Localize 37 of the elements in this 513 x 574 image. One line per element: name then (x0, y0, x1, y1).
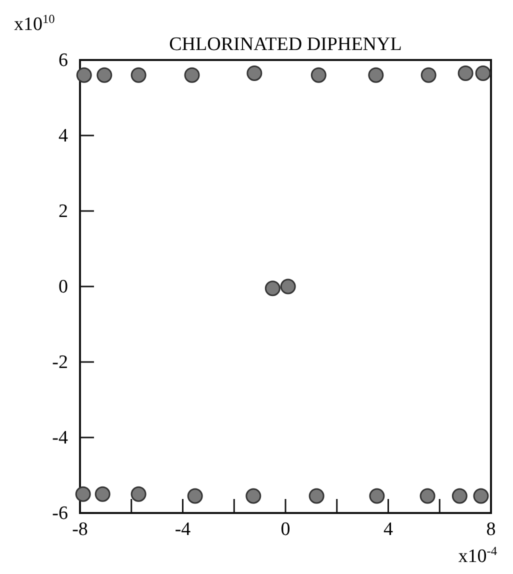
point (420, 488, 436, 504)
point (246, 488, 262, 504)
point (308, 488, 324, 504)
point (264, 280, 280, 296)
text: x10$^{10}$ (14, 12, 55, 35)
x-tick-label: 0 (280, 519, 290, 540)
x-tick-label: 4 (384, 519, 394, 540)
y-tick-label: -4 (52, 428, 68, 448)
point (420, 67, 436, 83)
x-tick-label: 8 (486, 519, 496, 540)
point (130, 486, 146, 502)
point (310, 67, 326, 83)
point (369, 488, 385, 504)
y-tick-label: 4 (58, 126, 68, 146)
point (280, 278, 296, 294)
chart-title: CHLORINATED DIPHENYL (169, 34, 402, 55)
point (368, 67, 384, 83)
point (458, 65, 474, 81)
point (94, 486, 110, 502)
point (184, 67, 200, 83)
x-tick-label: -8 (72, 519, 88, 540)
x-tick-label: -4 (174, 519, 192, 540)
point (96, 67, 112, 83)
y-tick-label: 2 (58, 201, 68, 222)
y-tick-label: -2 (52, 352, 68, 373)
point (452, 488, 468, 504)
point (130, 67, 146, 83)
y-tick-label: 6 (58, 50, 68, 71)
point (75, 486, 91, 502)
point (246, 65, 262, 81)
y-tick-label: -6 (52, 503, 68, 524)
point (473, 488, 489, 504)
point (187, 488, 203, 504)
text: x10$^{-4}$ (458, 544, 497, 567)
point (475, 65, 491, 81)
point (76, 67, 92, 83)
y-tick-label: 0 (58, 276, 68, 298)
